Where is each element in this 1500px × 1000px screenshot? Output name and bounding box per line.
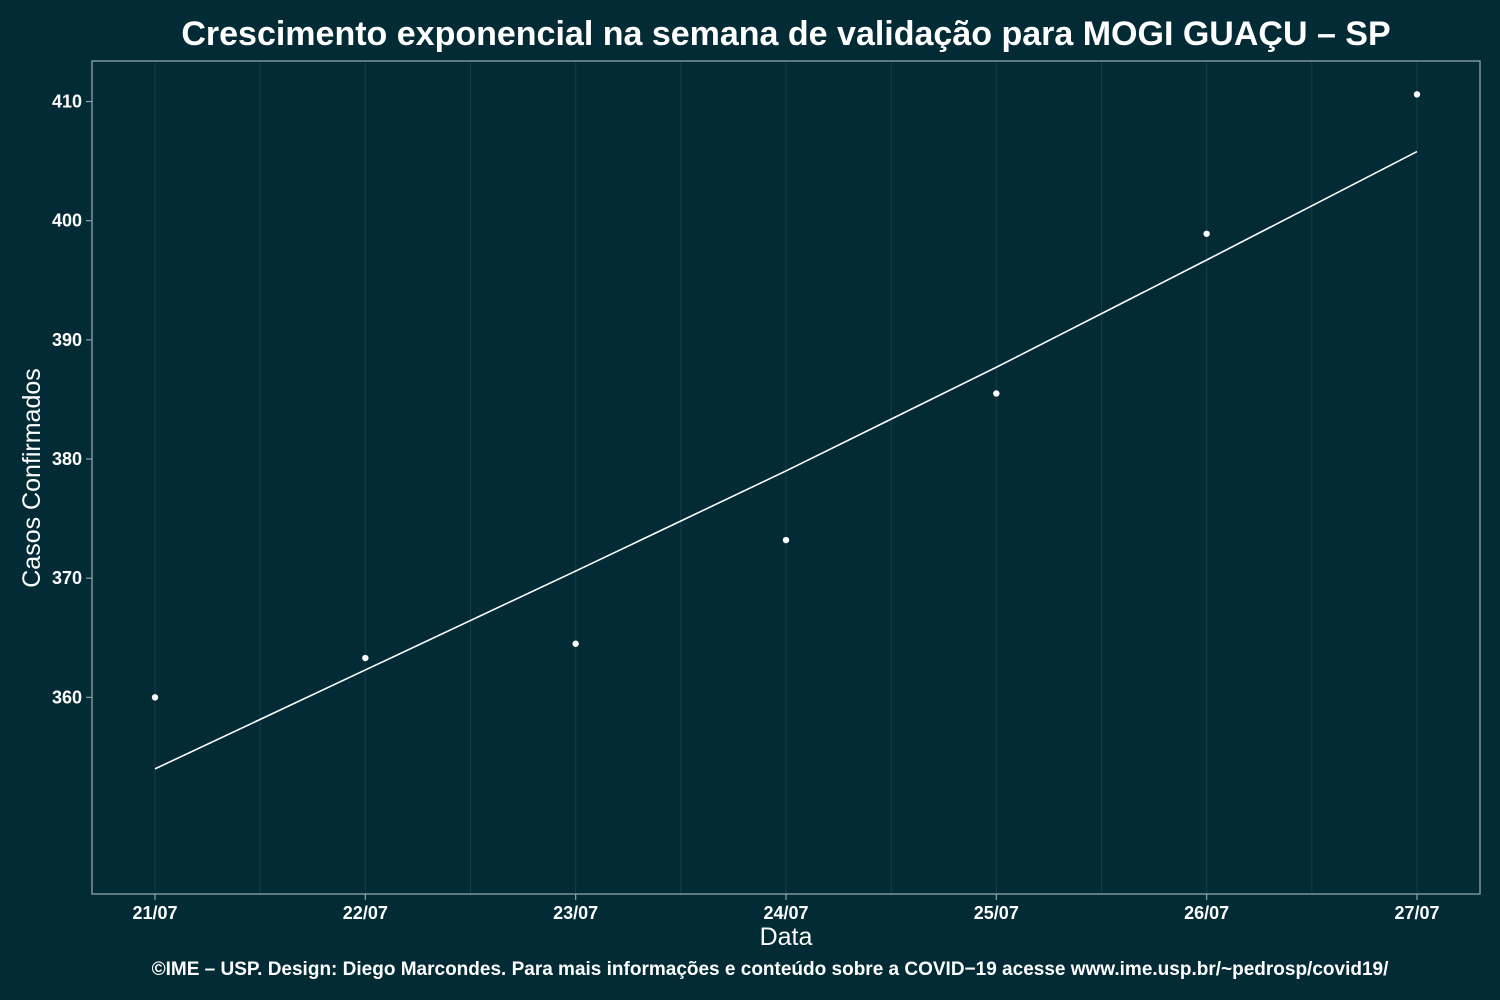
y-tick-label: 390 bbox=[52, 330, 82, 350]
y-tick-label: 370 bbox=[52, 568, 82, 588]
x-axis-ticks: 21/07 22/07 23/07 24/07 25/07 26/07 27/07 bbox=[132, 894, 1440, 923]
x-tick-label: 22/07 bbox=[343, 903, 388, 923]
x-axis-title: Data bbox=[760, 923, 813, 951]
x-tick-label: 25/07 bbox=[974, 903, 1019, 923]
y-axis-title: Casos Confirmados bbox=[18, 368, 46, 588]
data-points bbox=[151, 91, 1421, 701]
grid-lines bbox=[154, 61, 1418, 894]
caption: ©IME – USP. Design: Diego Marcondes. Par… bbox=[152, 959, 1389, 980]
x-tick-label: 23/07 bbox=[553, 903, 598, 923]
x-tick-label: 21/07 bbox=[132, 903, 177, 923]
fitted-line-group bbox=[154, 150, 1418, 770]
data-point bbox=[1413, 91, 1421, 98]
y-tick-label: 380 bbox=[52, 449, 82, 469]
data-point bbox=[993, 390, 1000, 397]
data-point bbox=[151, 694, 159, 701]
y-tick-label: 360 bbox=[52, 687, 82, 707]
data-point bbox=[362, 654, 369, 662]
x-tick-label: 24/07 bbox=[763, 903, 808, 923]
y-tick-label: 400 bbox=[52, 211, 82, 231]
y-axis-ticks: 360 370 380 390 400 410 bbox=[52, 92, 92, 707]
chart-title: Crescimento exponencial na semana de val… bbox=[181, 15, 1390, 53]
data-point bbox=[572, 640, 579, 647]
fitted-line bbox=[154, 150, 1418, 770]
x-tick-label: 27/07 bbox=[1394, 903, 1439, 923]
data-point bbox=[1203, 230, 1210, 237]
data-point bbox=[782, 536, 790, 544]
y-tick-label: 410 bbox=[52, 92, 82, 112]
x-tick-label: 26/07 bbox=[1184, 903, 1229, 923]
